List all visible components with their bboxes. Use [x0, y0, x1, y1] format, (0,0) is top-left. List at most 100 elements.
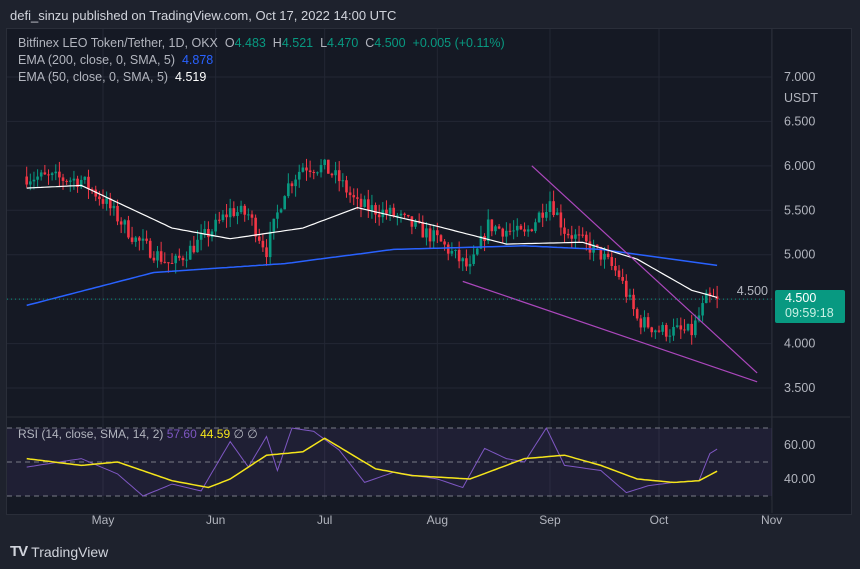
- candle-body: [236, 212, 239, 216]
- candle-body: [708, 292, 712, 296]
- x-tick-label: Jul: [317, 513, 332, 527]
- rsi-ma-value: 44.59: [200, 427, 231, 441]
- candle-body: [403, 213, 406, 215]
- rsi-legend[interactable]: RSI (14, close, SMA, 14, 2) 57.60 44.59 …: [18, 427, 258, 441]
- candle-body: [127, 220, 130, 238]
- candle-body: [683, 329, 686, 331]
- candle-body: [130, 237, 134, 242]
- published-caption: defi_sinzu published on TradingView.com,…: [10, 8, 397, 23]
- rsi-label: RSI (14, close, SMA, 14, 2): [18, 427, 164, 441]
- y-tick-label: 4.000: [784, 337, 815, 351]
- candle-body: [621, 277, 624, 281]
- candle-body: [261, 240, 265, 248]
- candle-body: [174, 255, 177, 264]
- candle-body: [54, 171, 58, 174]
- candle-body: [352, 195, 356, 198]
- candle-body: [428, 228, 432, 242]
- candle-body: [359, 198, 363, 207]
- candle-body: [577, 234, 581, 236]
- tradingview-logo[interactable]: TV TradingView: [10, 543, 108, 560]
- candle-body: [617, 270, 621, 278]
- candle-body: [443, 241, 446, 245]
- candle-body: [566, 233, 570, 236]
- candle-body: [319, 164, 323, 173]
- candle-body: [225, 214, 228, 218]
- candle-body: [646, 317, 650, 328]
- candle-body: [436, 230, 439, 236]
- ema200-line: [26, 245, 718, 307]
- candle-body: [654, 330, 657, 333]
- candle-body: [58, 171, 61, 178]
- candle-body: [203, 229, 207, 234]
- candle-body: [385, 209, 388, 214]
- candle-body: [145, 238, 148, 241]
- candle-body: [50, 173, 54, 176]
- y-tick-label: 5.500: [784, 203, 815, 217]
- candle-body: [25, 176, 28, 185]
- candle-body: [247, 214, 250, 216]
- candle-body: [628, 294, 632, 297]
- change-value: +0.005 (+0.11%): [412, 36, 505, 50]
- candle-body: [461, 258, 465, 262]
- candle-body: [505, 230, 508, 237]
- candle-body: [308, 170, 312, 173]
- candle-body: [334, 170, 337, 176]
- candle-body: [450, 250, 454, 254]
- ema200-legend[interactable]: EMA (200, close, 0, SMA, 5) 4.878: [18, 53, 213, 67]
- candle-body: [519, 225, 523, 230]
- candle-body: [32, 179, 36, 182]
- candle-body: [305, 167, 308, 171]
- ema50-legend[interactable]: EMA (50, close, 0, SMA, 5) 4.519: [18, 70, 206, 84]
- candle-body: [159, 251, 163, 262]
- candle-body: [370, 205, 374, 211]
- bar-countdown: 09:59:18: [785, 306, 834, 320]
- candle-body: [148, 240, 152, 258]
- x-tick-label: Sep: [539, 513, 561, 527]
- candle-body: [265, 247, 268, 258]
- candle-body: [105, 198, 108, 204]
- candle-body: [374, 205, 377, 215]
- candle-body: [679, 325, 683, 330]
- candle-body: [90, 189, 94, 191]
- candle-body: [457, 249, 461, 262]
- candle-body: [454, 249, 457, 251]
- candle-body: [268, 231, 272, 258]
- candle-body: [76, 178, 79, 187]
- candle-body: [555, 212, 559, 215]
- candle-body: [526, 229, 530, 232]
- candle-body: [657, 330, 661, 332]
- close-value: 4.500: [374, 36, 406, 50]
- candle-body: [701, 303, 704, 316]
- candle-body: [156, 251, 159, 261]
- chart-frame[interactable]: [6, 28, 852, 515]
- candle-body: [690, 323, 694, 336]
- y-tick-label: 3.500: [784, 381, 815, 395]
- candle-body: [301, 167, 305, 172]
- candle-body: [178, 255, 181, 258]
- candle-body: [232, 208, 236, 216]
- candle-body: [512, 230, 515, 232]
- candle-body: [494, 226, 497, 232]
- candle-body: [297, 171, 301, 180]
- candle-body: [534, 222, 537, 232]
- candle-body: [116, 205, 119, 222]
- candle-body: [87, 176, 90, 190]
- candle-body: [468, 263, 472, 267]
- candle-body: [243, 205, 247, 215]
- candle-body: [94, 189, 98, 197]
- y-tick-label: 5.000: [784, 248, 815, 262]
- candle-body: [377, 214, 381, 218]
- candle-body: [196, 239, 199, 253]
- ema200-value: 4.878: [181, 53, 214, 67]
- candle-body: [643, 317, 646, 328]
- candle-body: [112, 205, 116, 209]
- symbol-name: Bitfinex LEO Token/Tether, 1D, OKX: [18, 36, 218, 50]
- candle-body: [348, 192, 352, 196]
- high-value: 4.521: [281, 36, 314, 50]
- x-tick-label: Nov: [761, 513, 782, 527]
- symbol-legend: Bitfinex LEO Token/Tether, 1D, OKX O4.48…: [18, 36, 505, 50]
- candle-body: [581, 234, 584, 236]
- x-tick-label: Oct: [650, 513, 669, 527]
- candle-body: [541, 212, 545, 218]
